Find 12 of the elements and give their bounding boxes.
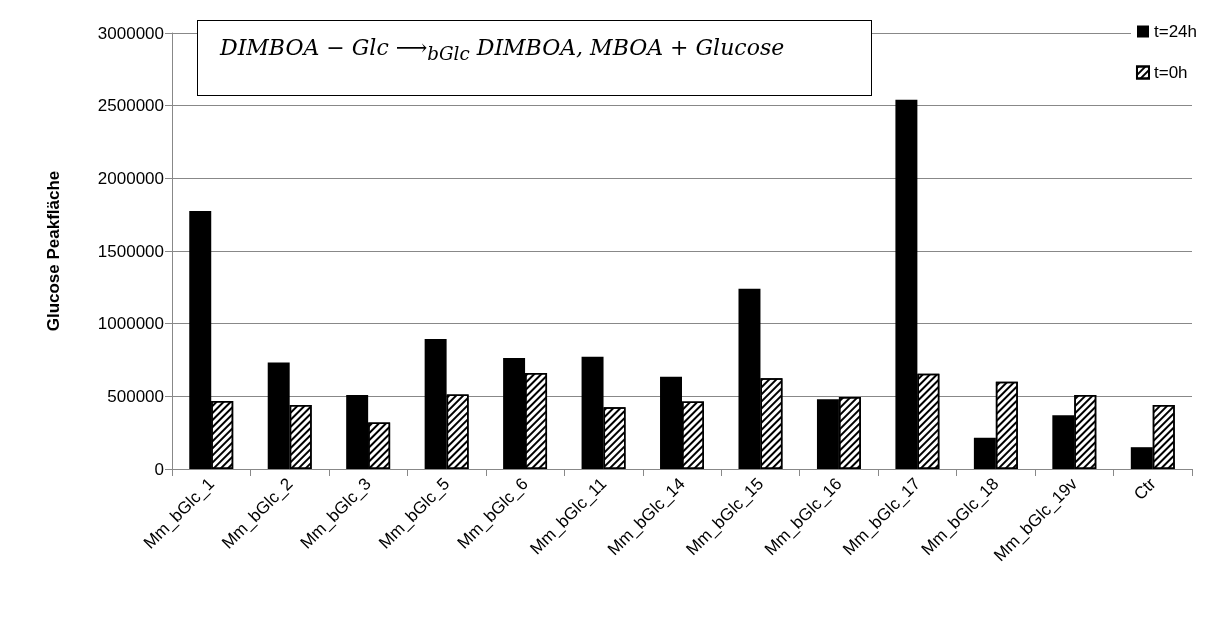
y-tick-label: 2000000 (97, 168, 164, 188)
y-tick-label: 1000000 (97, 314, 164, 334)
y-tick-label: 2500000 (97, 96, 164, 116)
legend-label: t=24h (1153, 22, 1197, 41)
y-tick-label: 0 (154, 459, 164, 479)
y-tick-label: 1500000 (97, 241, 164, 261)
x-tick-label: Ctr (1130, 474, 1160, 504)
y-tick-label: 500000 (107, 386, 164, 406)
equation-box: DIMBOA − Glc ⟶$_{bGlc}$ DIMBOA, MBOA + Glucose (197, 20, 872, 96)
y-axis-title: Glucose Peakfläche (44, 170, 63, 332)
y-tick-label: 3000000 (97, 23, 164, 43)
legend-label: t=0h (1153, 63, 1188, 82)
